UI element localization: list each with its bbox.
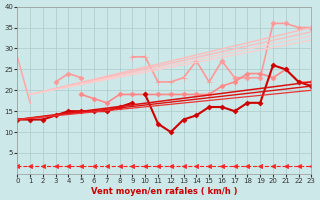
X-axis label: Vent moyen/en rafales ( km/h ): Vent moyen/en rafales ( km/h ) [91,187,238,196]
